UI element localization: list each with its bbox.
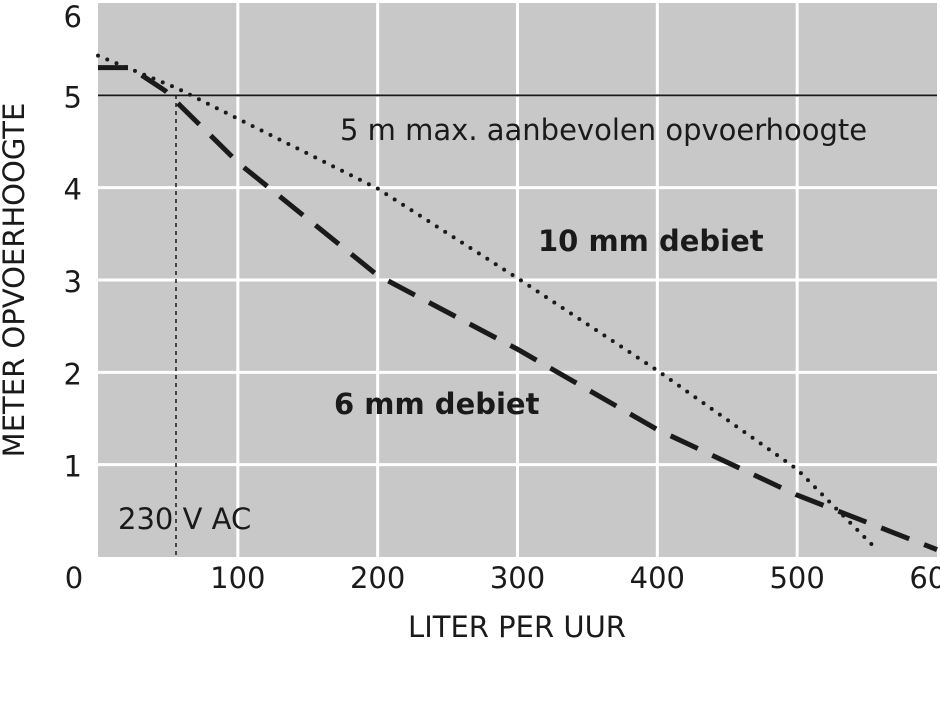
series-label: 10 mm debiet xyxy=(538,224,764,258)
y-tick-label: 2 xyxy=(64,357,82,391)
x-tick-label: 300 xyxy=(490,561,545,595)
x-tick-label: 0 xyxy=(65,561,83,595)
y-tick-label: 5 xyxy=(64,80,82,114)
x-tick-label: 400 xyxy=(630,561,685,595)
data-line xyxy=(98,65,938,552)
y-axis-label: METER OPVOERHOOGTE xyxy=(0,103,31,458)
x-axis-label: LITER PER UUR xyxy=(408,610,626,644)
x-tick-label: 500 xyxy=(769,561,824,595)
y-tick-label: 1 xyxy=(64,450,82,484)
x-tick-label: 200 xyxy=(350,561,405,595)
x-tick-label: 600 xyxy=(909,561,940,595)
x-tick-label: 100 xyxy=(210,561,265,595)
y-tick-label: 3 xyxy=(64,265,82,299)
max-line-label: 5 m max. aanbevolen opvoerhoogte xyxy=(340,113,867,147)
series-label: 6 mm debiet xyxy=(334,387,540,421)
annotation: 230 V AC xyxy=(118,502,251,536)
y-tick-label: 6 xyxy=(64,0,82,34)
y-tick-label: 4 xyxy=(64,173,82,207)
